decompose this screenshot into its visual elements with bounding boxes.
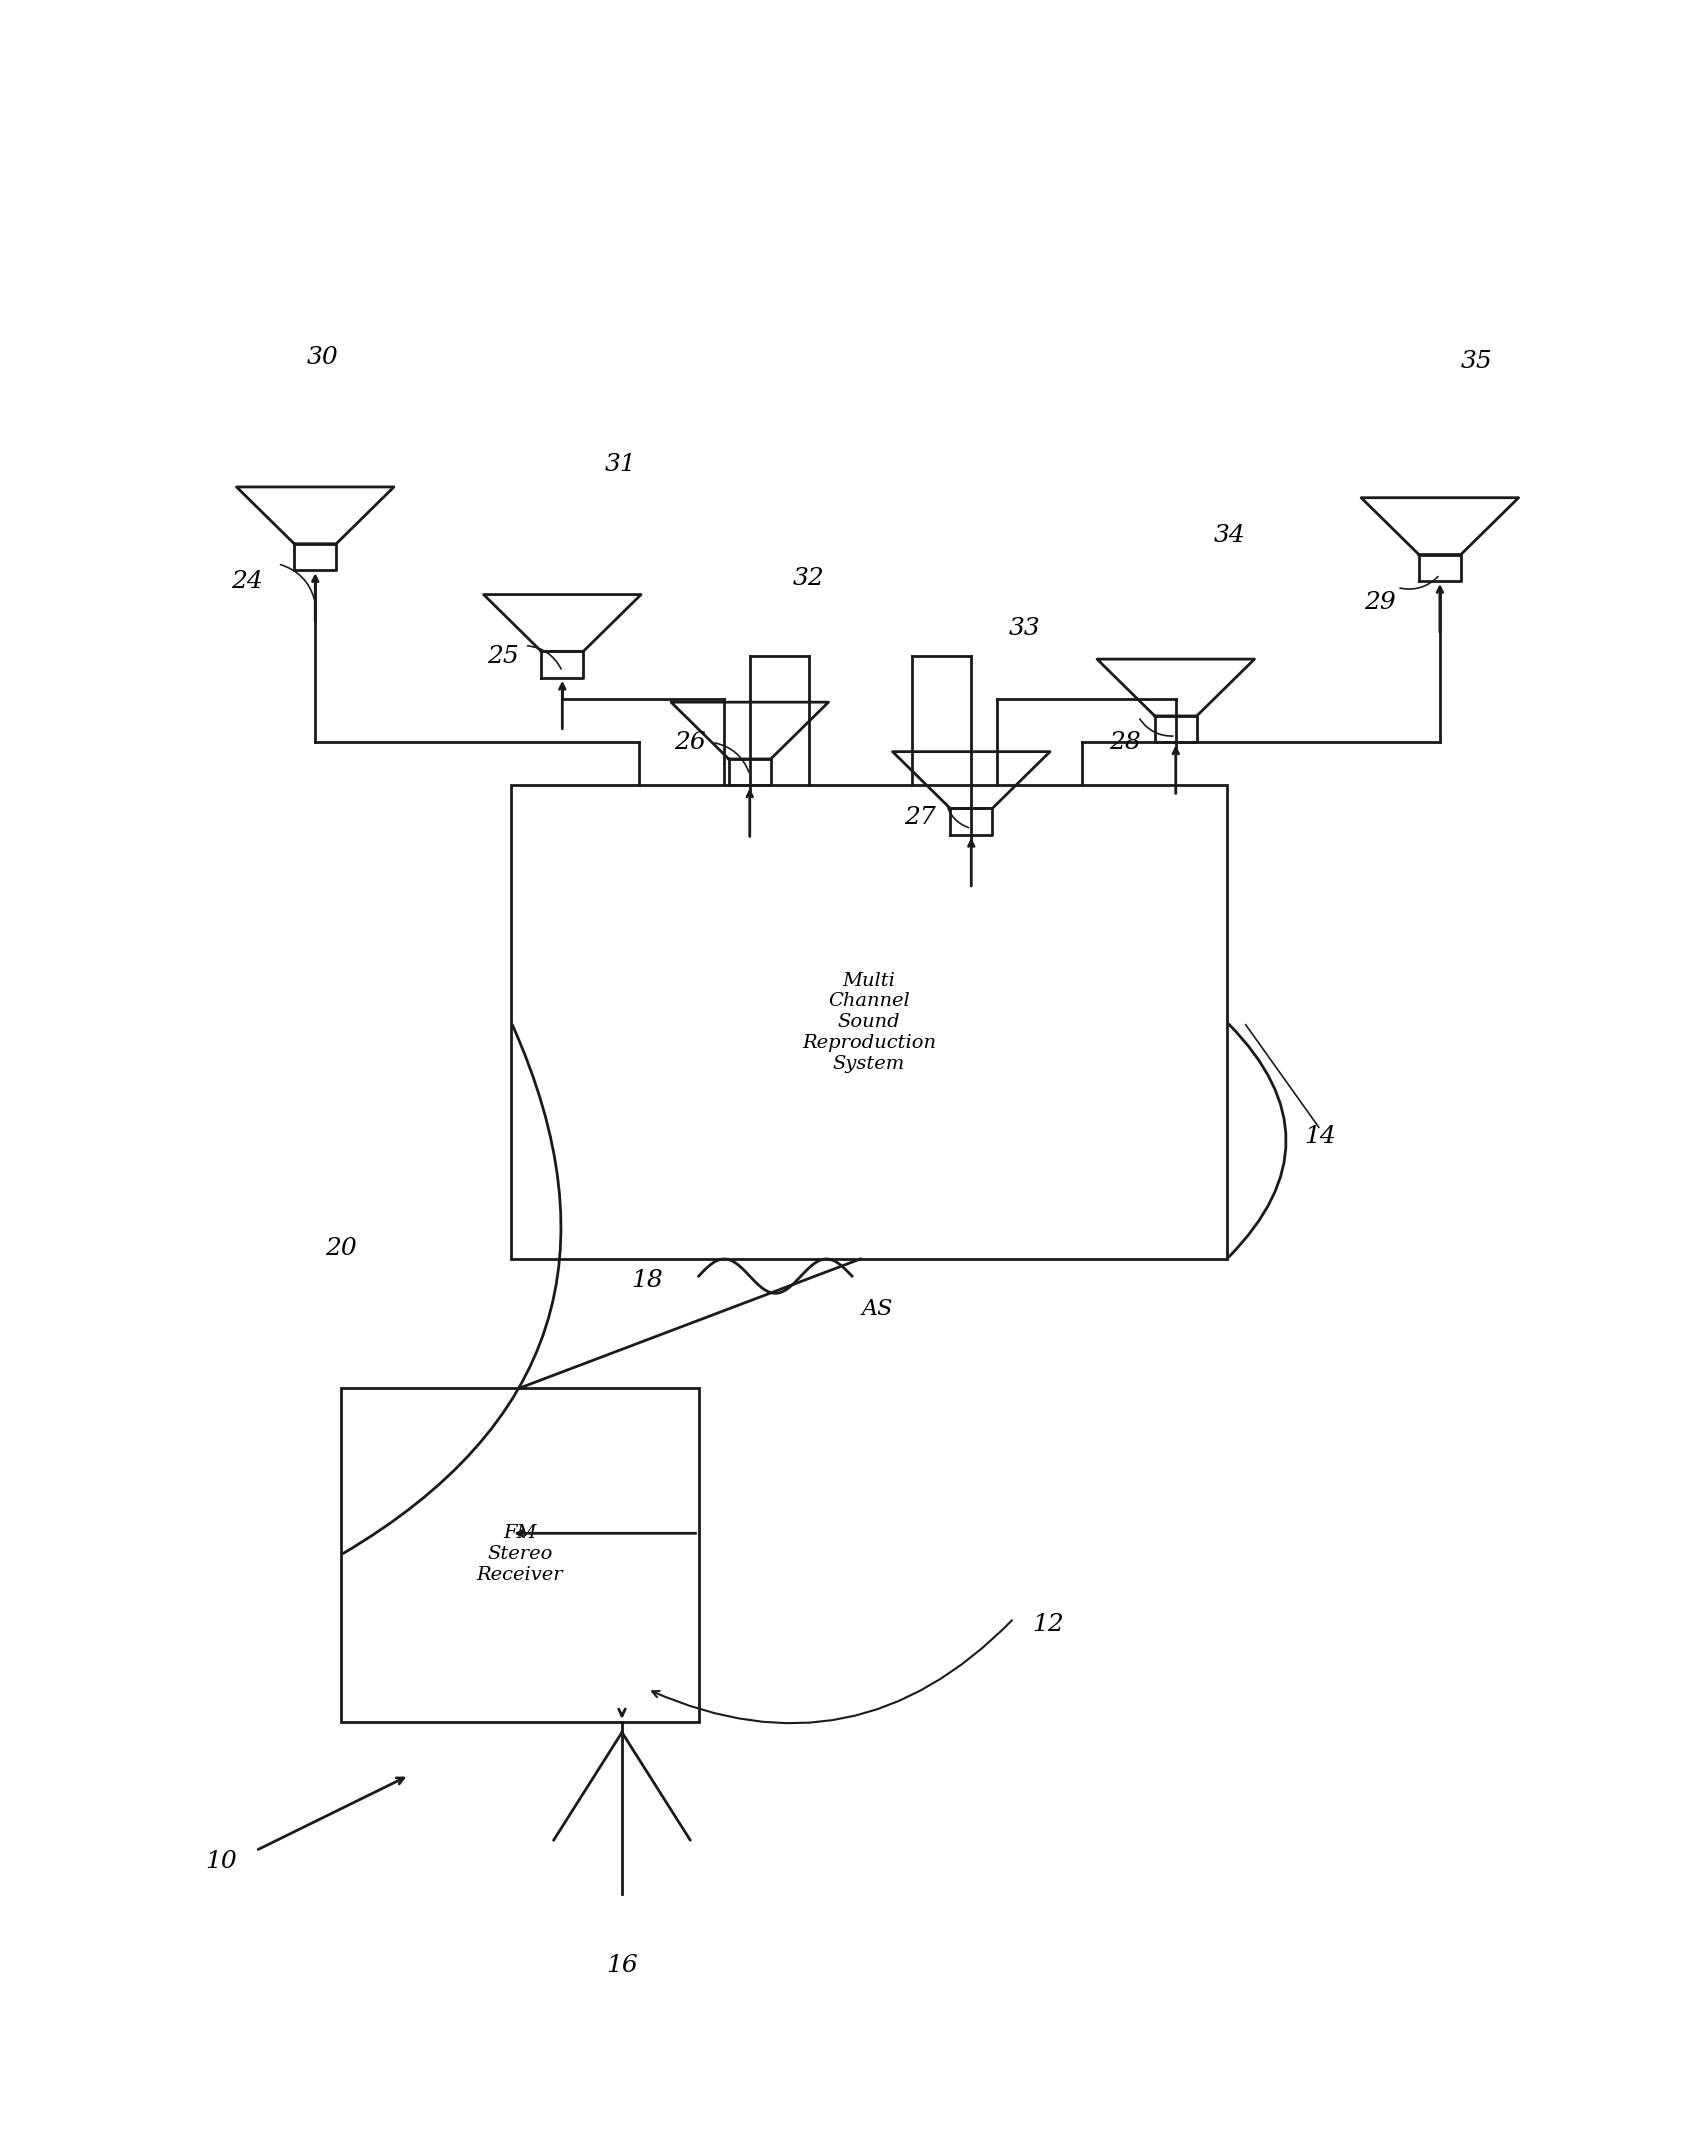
Text: 16: 16 xyxy=(607,1954,637,1978)
Text: 29: 29 xyxy=(1365,592,1396,613)
Text: 34: 34 xyxy=(1213,525,1246,547)
Text: Multi
Channel
Sound
Reproduction
System: Multi Channel Sound Reproduction System xyxy=(803,971,935,1074)
Text: 18: 18 xyxy=(632,1270,663,1291)
Text: 30: 30 xyxy=(307,346,339,368)
Text: 32: 32 xyxy=(792,568,825,590)
Text: FM
Stereo
Receiver: FM Stereo Receiver xyxy=(477,1524,562,1584)
Text: 28: 28 xyxy=(1109,732,1140,753)
Text: 12: 12 xyxy=(1033,1614,1063,1636)
Text: 24: 24 xyxy=(232,570,262,592)
Text: 20: 20 xyxy=(325,1237,356,1259)
Text: 33: 33 xyxy=(1009,618,1041,639)
Text: AS: AS xyxy=(862,1298,893,1319)
Text: 25: 25 xyxy=(487,646,518,667)
Text: 10: 10 xyxy=(206,1851,237,1872)
Text: 31: 31 xyxy=(605,454,637,476)
Text: 27: 27 xyxy=(905,807,935,829)
FancyArrowPatch shape xyxy=(1229,1024,1287,1257)
Bar xyxy=(341,1388,699,1722)
Text: 35: 35 xyxy=(1460,351,1493,372)
Bar xyxy=(511,785,1227,1259)
FancyArrowPatch shape xyxy=(343,1024,561,1554)
Text: 26: 26 xyxy=(675,732,705,753)
Text: 14: 14 xyxy=(1305,1125,1336,1147)
